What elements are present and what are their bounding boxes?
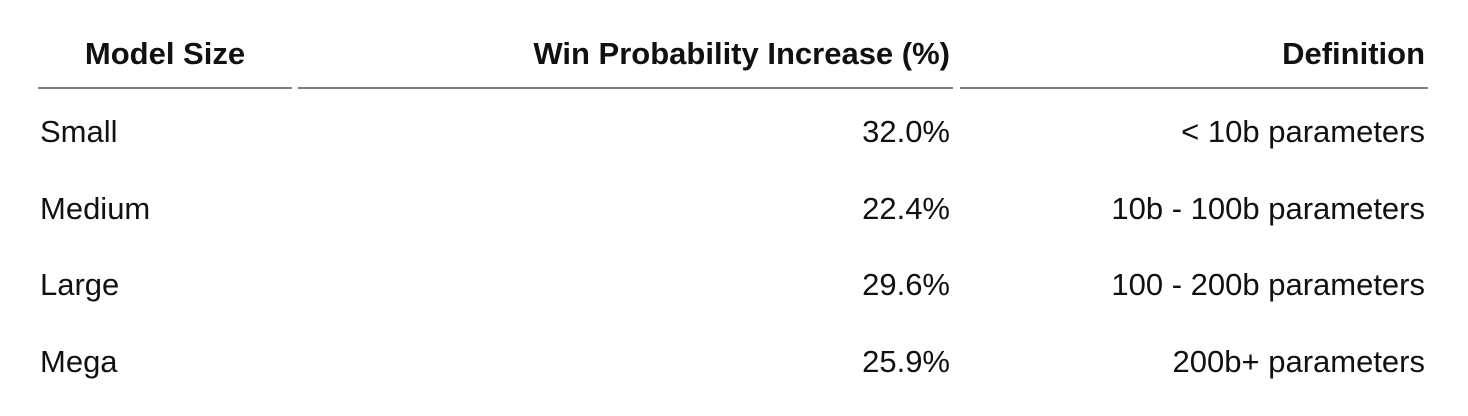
table-cell: 100 - 200b parameters [1111,267,1425,302]
header-rule [38,87,292,89]
table-cell: Large [40,267,120,302]
header-rule [960,87,1428,89]
column-header: Win Probability Increase (%) [533,36,950,71]
table-cell: 22.4% [862,190,950,226]
column-header: Model Size [84,36,246,71]
table-cell: 32.0% [862,114,950,149]
table-cell: Mega [40,343,118,379]
table-cell: < 10b parameters [1181,114,1425,149]
column-header: Definition [1282,36,1425,71]
table-cell: 200b+ parameters [1172,343,1425,379]
table-cell: 29.6% [862,267,950,302]
table-cell: Small [40,114,118,149]
table-cell: Medium [40,190,151,226]
header-rule [298,87,953,89]
table-cell: 25.9% [862,343,950,379]
table-cell: 10b - 100b parameters [1111,190,1425,226]
